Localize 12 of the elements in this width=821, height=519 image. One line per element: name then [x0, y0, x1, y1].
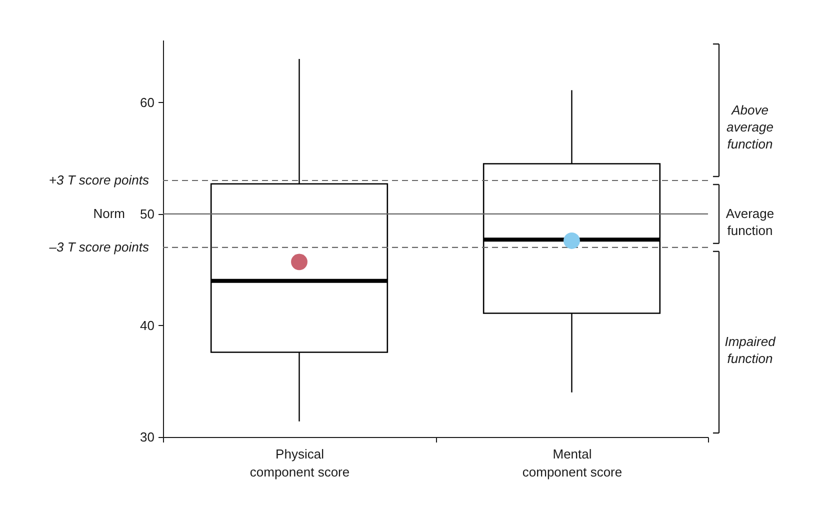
ref-line-label: –3 T score points	[48, 239, 150, 254]
ref-line-label: Norm	[93, 206, 125, 221]
ref-line-label: +3 T score points	[48, 172, 150, 188]
x-tick-label: Physical component score	[250, 446, 350, 480]
text: Average function	[726, 206, 774, 238]
text: Impaired function	[724, 334, 776, 366]
y-tick-label: 30	[140, 430, 154, 444]
y-tick-label: 60	[140, 94, 154, 110]
y-tick-label: 40	[140, 318, 154, 333]
text: Above average function	[726, 102, 774, 152]
x-tick-label: Mental component score	[522, 446, 622, 480]
y-tick-label: 50	[140, 206, 154, 222]
